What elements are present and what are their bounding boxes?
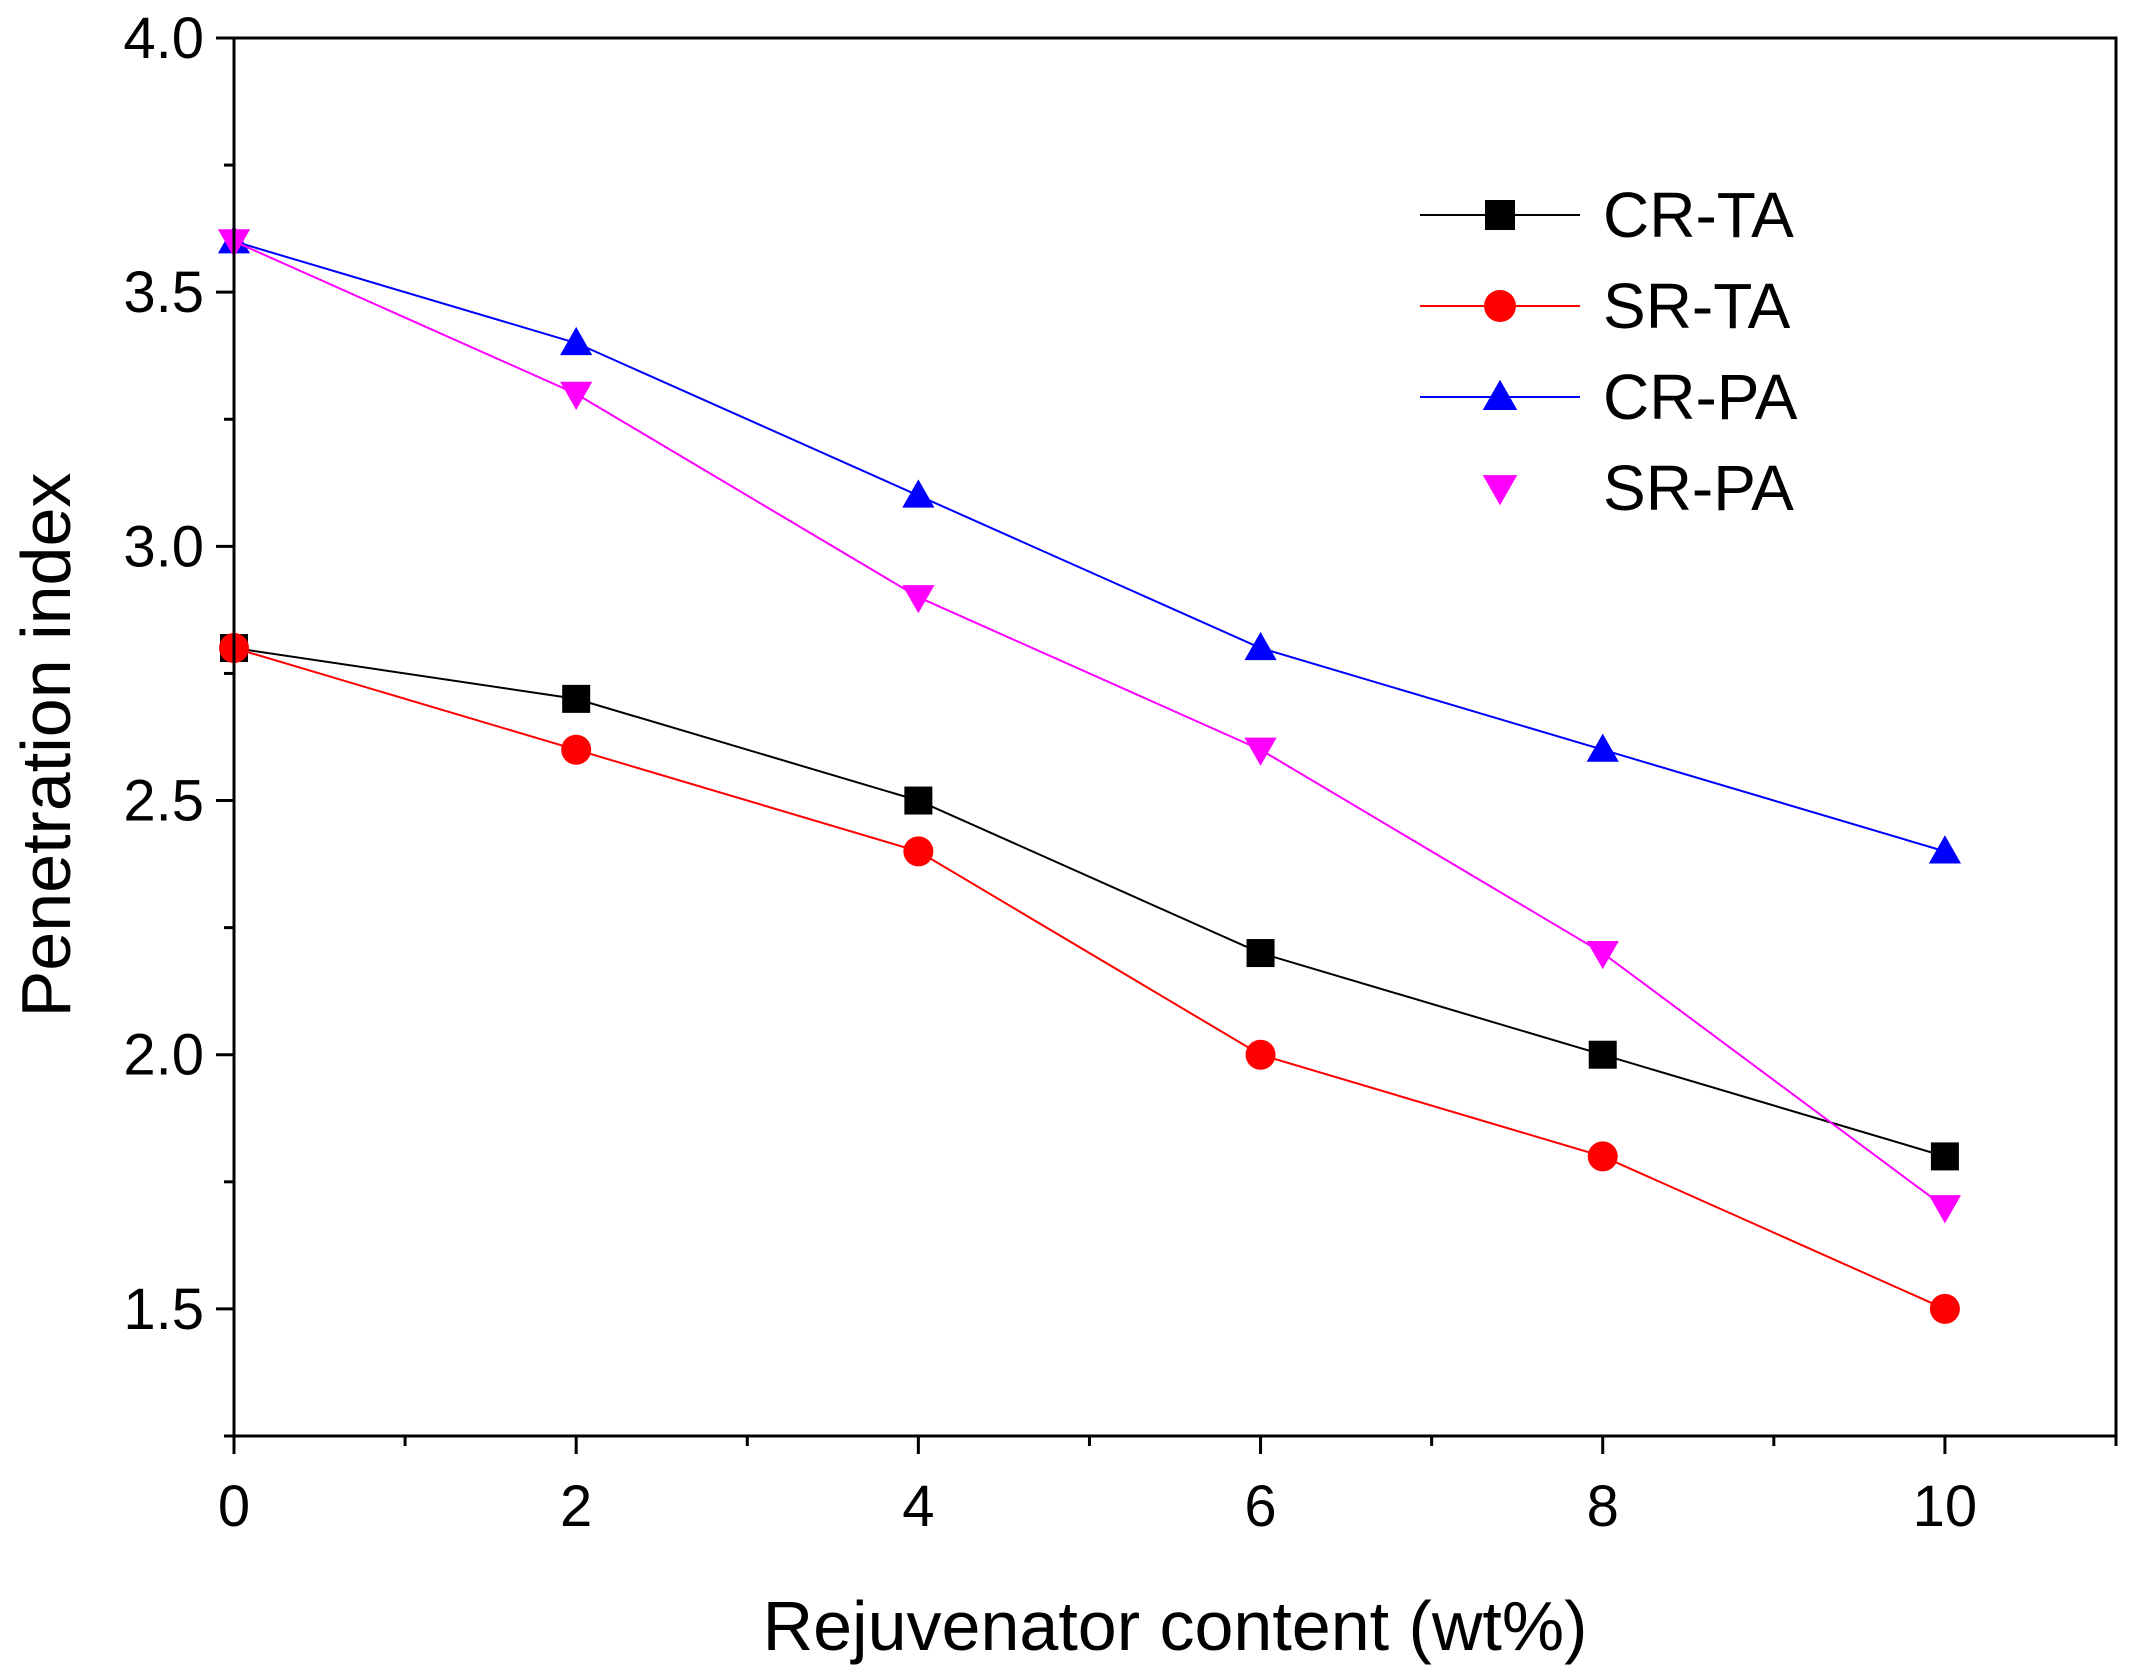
y-tick-label: 3.0 bbox=[123, 514, 204, 579]
data-point bbox=[1587, 1141, 1618, 1172]
x-tick-label: 0 bbox=[218, 1474, 250, 1539]
data-point bbox=[903, 836, 934, 867]
data-point bbox=[904, 786, 933, 815]
series-cr-pa bbox=[217, 225, 1962, 864]
y-tick-label: 4.0 bbox=[123, 6, 204, 71]
major-ticks bbox=[216, 36, 1947, 1454]
series-line bbox=[233, 647, 1946, 1310]
x-tick-label: 10 bbox=[1913, 1474, 1978, 1539]
legend: CR-TA SR-TA CR-PA SR-PA bbox=[1420, 179, 1798, 524]
series-cr-ta bbox=[220, 634, 1959, 1171]
data-point bbox=[1928, 1195, 1962, 1224]
series-sr-pa bbox=[217, 229, 1962, 1224]
x-tick-label: 8 bbox=[1587, 1474, 1619, 1539]
data-point bbox=[902, 585, 935, 614]
series-line bbox=[233, 240, 1946, 1209]
x-tick-labels: 0 2 4 6 8 10 bbox=[218, 1474, 1977, 1539]
data-point bbox=[1244, 737, 1277, 766]
y-tick-label: 1.5 bbox=[123, 1277, 204, 1342]
legend-marker bbox=[1482, 379, 1518, 410]
series-line bbox=[233, 647, 1946, 1158]
data-point bbox=[1586, 940, 1619, 970]
y-tick-label: 2.0 bbox=[123, 1023, 204, 1088]
legend-item-cr-ta: CR-TA bbox=[1420, 179, 1794, 251]
data-point bbox=[562, 684, 591, 713]
data-point bbox=[1930, 1142, 1959, 1171]
y-axis-label: Penetration index bbox=[7, 473, 85, 1018]
y-tick-label: 3.5 bbox=[123, 260, 204, 325]
data-point bbox=[1586, 733, 1619, 762]
legend-item-cr-pa: CR-PA bbox=[1420, 361, 1798, 433]
data-point bbox=[1588, 1040, 1617, 1069]
legend-item-sr-pa: SR-PA bbox=[1482, 452, 1794, 524]
minor-ticks bbox=[224, 163, 2118, 1446]
legend-label: CR-PA bbox=[1603, 361, 1798, 433]
plot-frame bbox=[232, 36, 2118, 1438]
data-point bbox=[1244, 631, 1277, 661]
data-point bbox=[1246, 939, 1275, 968]
data-point bbox=[561, 734, 592, 765]
legend-marker bbox=[1484, 290, 1516, 322]
data-point bbox=[1928, 835, 1962, 864]
y-tick-labels: 1.5 2.0 2.5 3.0 3.5 4.0 bbox=[123, 6, 204, 1342]
data-point bbox=[1929, 1293, 1960, 1324]
series-sr-ta bbox=[219, 633, 1960, 1324]
legend-marker bbox=[1485, 200, 1515, 230]
data-point bbox=[560, 381, 593, 410]
data-point bbox=[560, 326, 593, 356]
y-tick-label: 2.5 bbox=[123, 769, 204, 834]
legend-label: SR-PA bbox=[1603, 452, 1794, 524]
legend-marker bbox=[1482, 475, 1518, 506]
legend-label: CR-TA bbox=[1603, 179, 1794, 251]
series-layer bbox=[217, 225, 1962, 1324]
x-tick-label: 2 bbox=[560, 1474, 592, 1539]
x-tick-label: 6 bbox=[1244, 1474, 1276, 1539]
series-line bbox=[233, 240, 1946, 853]
x-axis-label: Rejuvenator content (wt%) bbox=[763, 1587, 1588, 1665]
data-point bbox=[1245, 1039, 1276, 1070]
data-point bbox=[902, 479, 935, 508]
x-tick-label: 4 bbox=[902, 1474, 934, 1539]
legend-label: SR-TA bbox=[1603, 270, 1791, 342]
legend-item-sr-ta: SR-TA bbox=[1420, 270, 1791, 342]
